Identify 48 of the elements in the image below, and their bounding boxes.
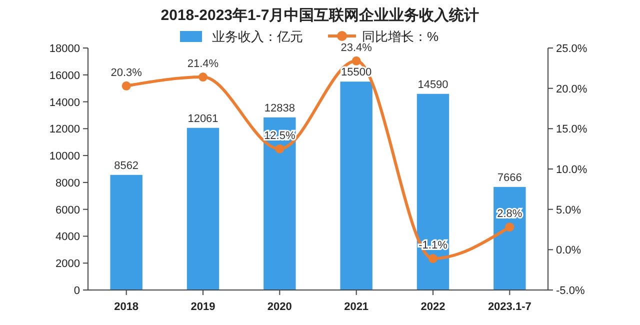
y2-tick-label: 5.0% <box>556 204 582 216</box>
data-label: 21.4% <box>187 58 219 70</box>
bar <box>186 128 220 290</box>
data-label: 12061 <box>188 112 218 125</box>
x-tick-label: 2019 <box>190 301 216 313</box>
point <box>352 56 361 66</box>
bar <box>264 117 296 290</box>
y-tick-label: 4000 <box>56 231 80 244</box>
x-tick-label: 2022 <box>420 301 446 313</box>
legend-label: 同比增长：% <box>362 29 439 44</box>
x-tick-label: 2023.1-7 <box>488 301 532 313</box>
data-label: 20.3% <box>110 66 142 79</box>
y-tick-label: 10000 <box>49 150 80 163</box>
y2-tick-label: 0.0% <box>556 244 582 257</box>
point <box>505 222 514 232</box>
data-label: 7666 <box>497 172 522 184</box>
y-tick-label: 14000 <box>49 96 80 109</box>
bar <box>340 82 372 290</box>
x-tick-label: 2020 <box>267 301 292 313</box>
data-label: 14590 <box>418 78 448 91</box>
y2-tick-label: 20.0% <box>556 83 588 96</box>
point <box>275 144 284 154</box>
y-tick-label: 12000 <box>49 124 80 136</box>
chart-title: 2018-2023年1-7月中国互联网企业业务收入统计 <box>160 7 480 24</box>
data-label: 2.8% <box>497 208 522 220</box>
y-tick-label: 16000 <box>49 70 80 82</box>
y2-tick-label: 25.0% <box>556 43 588 55</box>
data-label: 12.5% <box>264 130 296 142</box>
x-tick-label: 2021 <box>344 301 369 313</box>
point <box>428 254 438 264</box>
y-tick-label: 2000 <box>56 258 80 270</box>
bar <box>494 186 526 290</box>
data-label: 23.4% <box>340 42 372 54</box>
legend-label: 业务收入：亿元 <box>212 29 303 44</box>
data-label: 12838 <box>264 102 295 114</box>
bar <box>110 174 142 290</box>
y-tick-label: 8000 <box>56 177 80 190</box>
y2-tick-label: 15.0% <box>556 124 588 136</box>
point <box>122 81 131 90</box>
x-tick-label: 2018 <box>114 301 139 313</box>
y-tick-label: 6000 <box>56 204 80 216</box>
y2-tick-label: -5.0% <box>556 285 585 297</box>
y-tick-label: 0 <box>74 285 80 297</box>
point <box>198 72 208 82</box>
bar <box>416 94 450 290</box>
data-label: 8562 <box>114 160 139 172</box>
y2-tick-label: 10.0% <box>556 164 588 176</box>
y-tick-label: 18000 <box>49 43 80 55</box>
